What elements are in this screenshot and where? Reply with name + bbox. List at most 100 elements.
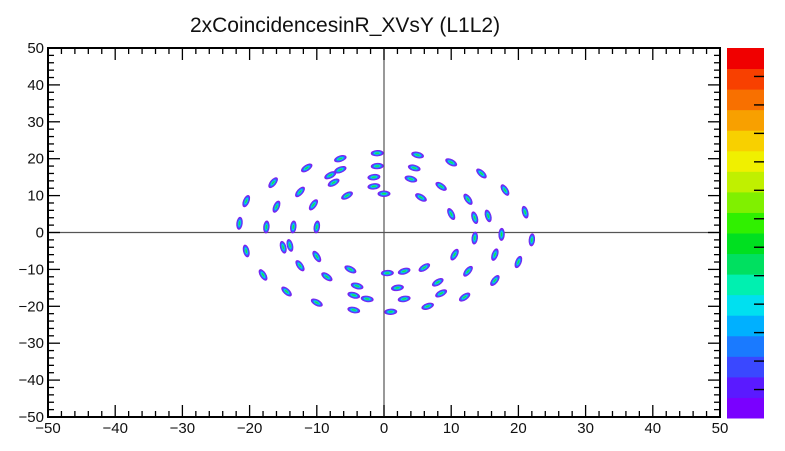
cluster-core	[365, 298, 370, 300]
cluster-core	[284, 289, 289, 294]
data-cluster	[367, 173, 381, 181]
colorbar-segment	[727, 335, 764, 357]
data-cluster	[435, 289, 448, 298]
cluster-core	[425, 305, 430, 308]
data-cluster	[310, 298, 323, 307]
cluster-core	[351, 309, 356, 311]
colorbar-segment	[727, 150, 764, 172]
cluster-core	[351, 294, 356, 297]
data-cluster	[390, 284, 404, 292]
cluster-core	[289, 243, 291, 248]
data-cluster	[263, 220, 270, 234]
data-cluster	[415, 193, 427, 202]
cluster-core	[316, 224, 318, 230]
zero-axis-lines	[48, 48, 720, 417]
data-cluster	[471, 231, 478, 245]
data-cluster	[404, 175, 418, 183]
x-tick-label: 10	[443, 420, 460, 437]
colorbar-segment	[727, 253, 764, 275]
data-cluster	[308, 199, 319, 211]
data-cluster	[418, 263, 431, 272]
data-cluster	[431, 278, 444, 287]
data-cluster	[447, 208, 456, 221]
colorbar-segment	[727, 376, 764, 398]
colorbar-segment	[727, 68, 764, 90]
data-cluster	[421, 302, 434, 310]
x-tick-labels: −50 −40 −30 −20 −10 0 10 20 30 40 50	[35, 420, 728, 437]
y-tick-label: 10	[27, 188, 44, 205]
cluster-core	[503, 188, 507, 192]
y-tick-label: 20	[27, 151, 44, 168]
cluster-core	[531, 237, 533, 243]
data-cluster	[290, 220, 297, 234]
cluster-core	[473, 235, 476, 241]
cluster-core	[338, 168, 343, 171]
cluster-core	[371, 185, 377, 188]
data-cluster	[380, 269, 394, 277]
cluster-core	[453, 252, 456, 257]
cluster-core	[419, 196, 423, 199]
colorbar-segment	[727, 171, 764, 193]
cluster-core	[466, 269, 470, 273]
y-tick-label: −10	[19, 261, 44, 278]
cluster-core	[385, 272, 390, 274]
cluster-core	[381, 193, 387, 195]
color-scale-bar	[727, 48, 764, 419]
cluster-core	[354, 285, 360, 287]
data-cluster	[295, 186, 305, 198]
data-cluster	[370, 149, 384, 157]
data-cluster	[367, 183, 381, 190]
colorbar-segment	[727, 294, 764, 316]
data-cluster	[286, 239, 294, 252]
data-cluster	[458, 292, 471, 302]
x-tick-label: −50	[35, 420, 60, 437]
data-cluster	[312, 250, 322, 263]
cluster-core	[245, 199, 248, 204]
cluster-core	[275, 204, 278, 209]
x-tick-label: −10	[304, 420, 329, 437]
cluster-core	[304, 166, 309, 170]
y-tick-label: −40	[19, 372, 44, 389]
y-tick-label: 30	[27, 114, 44, 131]
x-tick-label: −20	[237, 420, 262, 437]
cluster-core	[328, 174, 333, 177]
cluster-core	[388, 311, 393, 313]
x-tick-label: 50	[712, 420, 729, 437]
cluster-core	[401, 298, 407, 300]
cluster-core	[450, 212, 453, 217]
cluster-core	[517, 259, 520, 265]
cluster-core	[500, 232, 503, 237]
data-cluster	[258, 269, 268, 281]
data-cluster	[514, 255, 523, 269]
cluster-core	[292, 224, 295, 230]
cluster-core	[265, 224, 268, 230]
data-cluster	[347, 306, 361, 314]
cluster-core	[338, 157, 343, 160]
cluster-core	[473, 215, 476, 220]
cluster-core	[345, 194, 349, 197]
cluster-core	[375, 165, 380, 167]
cluster-core	[245, 248, 248, 254]
cluster-core	[439, 185, 443, 188]
colorbar-segment	[727, 315, 764, 337]
colorbar-segment	[727, 130, 764, 152]
data-cluster	[281, 286, 292, 297]
cluster-core	[395, 287, 400, 289]
colorbar-segment	[727, 89, 764, 111]
cluster-core	[402, 270, 407, 273]
y-tick-labels: −50 −40 −30 −20 −10 0 10 20 30 40 50	[19, 40, 44, 426]
data-cluster	[384, 308, 398, 316]
colorbar-segment	[727, 274, 764, 296]
x-tick-label: 30	[577, 420, 594, 437]
colorbar-segment	[727, 48, 764, 70]
x-tick-label: −40	[102, 420, 127, 437]
x-tick-label: 20	[510, 420, 527, 437]
y-tick-label: −20	[19, 298, 44, 315]
cluster-core	[314, 301, 319, 304]
cluster-core	[371, 176, 377, 178]
cluster-core	[493, 278, 497, 283]
data-cluster	[521, 205, 529, 219]
colorbar-segment	[727, 109, 764, 131]
cluster-core	[312, 202, 315, 207]
data-cluster	[498, 227, 505, 241]
